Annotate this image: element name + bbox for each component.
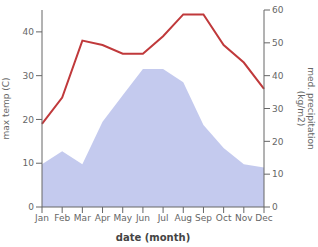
svg-text:date (month): date (month) — [116, 232, 190, 243]
svg-text:20: 20 — [23, 115, 35, 125]
svg-text:Jul: Jul — [157, 213, 169, 223]
svg-text:max temp (C): max temp (C) — [8, 77, 11, 139]
svg-text:30: 30 — [272, 104, 284, 114]
svg-text:Jun: Jun — [135, 213, 150, 223]
svg-text:Nov: Nov — [235, 213, 253, 223]
svg-text:20: 20 — [272, 137, 284, 147]
svg-text:0: 0 — [272, 202, 278, 212]
svg-text:10: 10 — [272, 169, 284, 179]
svg-text:Sep: Sep — [195, 213, 212, 223]
svg-text:Apr: Apr — [95, 213, 111, 223]
svg-text:50: 50 — [272, 38, 284, 48]
svg-text:med. precipitation(kg/m2): med. precipitation(kg/m2) — [296, 67, 310, 149]
svg-text:10: 10 — [23, 158, 35, 168]
svg-text:Aug: Aug — [174, 213, 192, 223]
svg-text:Feb: Feb — [54, 213, 70, 223]
svg-text:Jan: Jan — [34, 213, 49, 223]
svg-text:Mar: Mar — [74, 213, 91, 223]
svg-text:May: May — [113, 213, 132, 223]
svg-text:Dec: Dec — [255, 213, 272, 223]
svg-text:Oct: Oct — [216, 213, 232, 223]
svg-text:40: 40 — [23, 27, 35, 37]
svg-text:0: 0 — [28, 202, 34, 212]
svg-text:30: 30 — [23, 71, 35, 81]
svg-text:60: 60 — [272, 5, 284, 15]
svg-text:40: 40 — [272, 71, 284, 81]
